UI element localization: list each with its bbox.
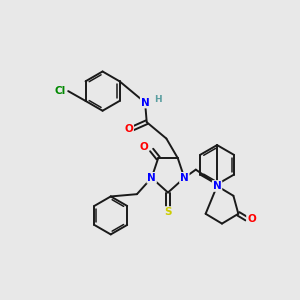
Text: N: N <box>141 98 149 108</box>
Text: O: O <box>124 124 133 134</box>
Text: N: N <box>180 173 189 183</box>
Text: N: N <box>213 181 221 191</box>
Text: Cl: Cl <box>54 86 66 96</box>
Text: O: O <box>139 142 148 152</box>
Text: S: S <box>164 207 172 217</box>
Text: H: H <box>154 95 162 104</box>
Text: N: N <box>147 173 156 183</box>
Text: O: O <box>247 214 256 224</box>
